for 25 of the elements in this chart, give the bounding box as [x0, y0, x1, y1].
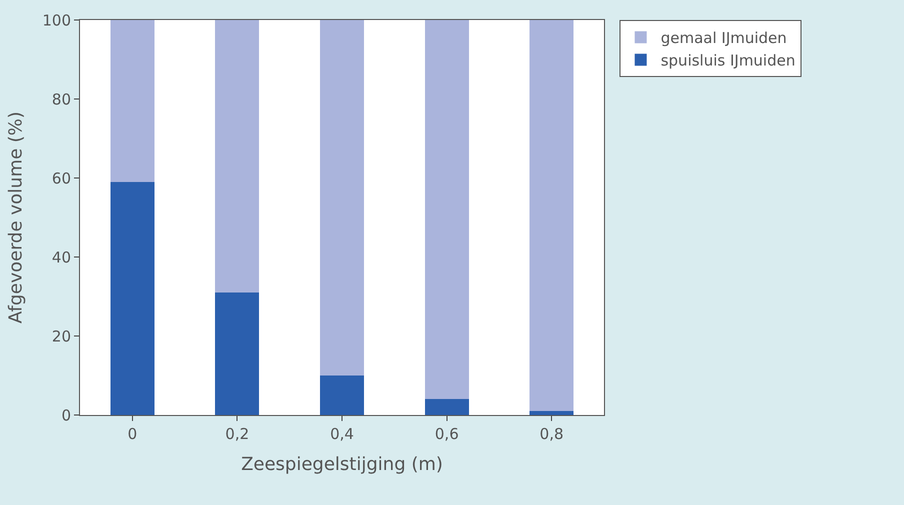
bar: [110, 20, 154, 182]
x-axis-title: Zeespiegelstijging (m): [241, 454, 443, 476]
y-tick-label: 0: [61, 406, 71, 424]
legend-label: spuisluis IJmuiden: [660, 52, 796, 70]
y-tick-label: 40: [52, 248, 71, 266]
bar: [110, 182, 154, 415]
bar: [320, 376, 364, 415]
x-tick-label: 0,6: [434, 425, 459, 443]
bar: [215, 20, 260, 293]
x-tick-label: 0,8: [540, 425, 564, 443]
y-tick-label: 60: [52, 169, 71, 188]
y-tick-label: 80: [52, 90, 71, 108]
y-tick-label: 20: [52, 327, 71, 346]
bar: [320, 20, 364, 376]
x-tick-label: 0,4: [330, 425, 354, 443]
bar: [215, 292, 260, 415]
x-tick-label: 0,2: [225, 425, 250, 443]
x-tick-label: 0: [128, 425, 138, 443]
bar: [424, 399, 469, 415]
legend-label: gemaal IJmuiden: [660, 29, 787, 48]
bar: [530, 411, 574, 415]
y-tick-label: 100: [42, 11, 71, 30]
y-axis-title: Afgevoerde volume (%): [6, 111, 27, 324]
bar: [530, 20, 574, 412]
bar: [424, 20, 469, 400]
